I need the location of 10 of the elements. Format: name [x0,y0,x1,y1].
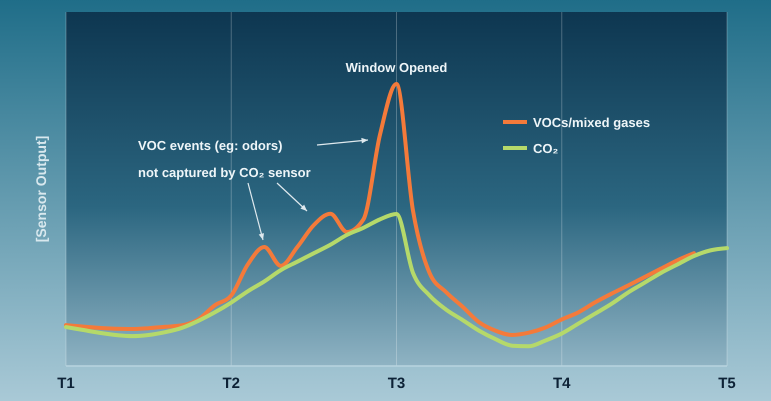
x-tick-label: T1 [57,375,75,392]
x-tick-label: T2 [222,375,240,392]
x-tick-label: T5 [718,375,736,392]
annotation: VOC events (eg: odors) not captured by CO₂ sensor [138,138,311,180]
legend-label: VOCs/mixed gases [533,115,650,130]
x-tick-label: T4 [552,375,572,392]
x-tick-label: T3 [388,375,406,392]
legend-label: CO₂ [533,141,558,156]
text: Window Opened [346,60,448,75]
y-axis-title: [Sensor Output] [33,136,49,242]
